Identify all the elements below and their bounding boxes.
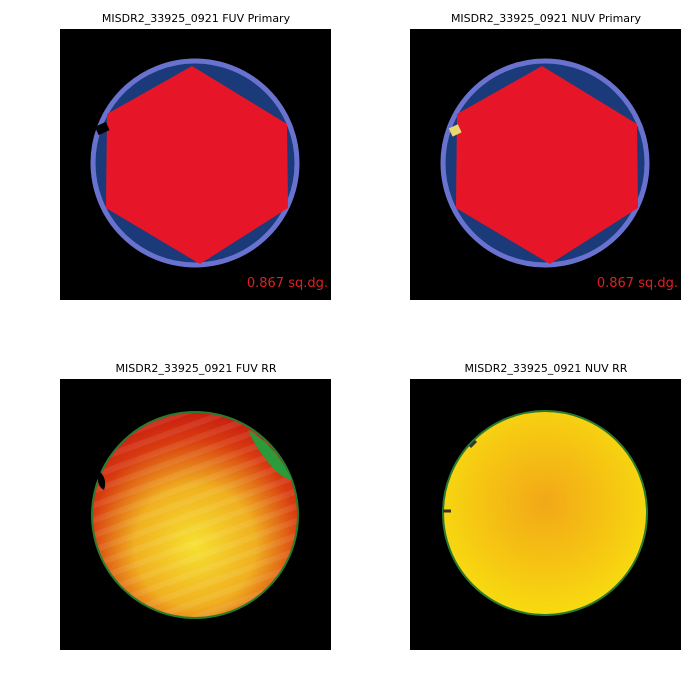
panel: MISDR2_33925_0921 NUV Primary 0.867 sq.d… <box>410 12 681 300</box>
panel: MISDR2_33925_0921 NUV RR <box>410 362 681 650</box>
hexagon <box>456 66 638 264</box>
detector-circle <box>442 410 648 616</box>
area-label: 0.867 sq.dg. <box>247 276 328 291</box>
edge-region <box>248 430 292 480</box>
hexagon <box>106 66 288 264</box>
panel: MISDR2_33925_0921 FUV Primary 0.867 sq.d… <box>60 12 331 300</box>
mask <box>448 124 462 137</box>
area-label: 0.867 sq.dg. <box>597 276 678 291</box>
mask <box>97 470 106 490</box>
panel-title: MISDR2_33925_0921 NUV Primary <box>451 12 642 25</box>
panel: MISDR2_33925_0921 FUV RR <box>60 362 331 650</box>
stripes <box>93 413 297 617</box>
panel-title: MISDR2_33925_0921 FUV Primary <box>102 12 291 25</box>
mask <box>94 121 110 136</box>
mask <box>468 439 478 449</box>
panel-title: MISDR2_33925_0921 NUV RR <box>465 362 628 375</box>
panel-title: MISDR2_33925_0921 FUV RR <box>116 362 277 375</box>
